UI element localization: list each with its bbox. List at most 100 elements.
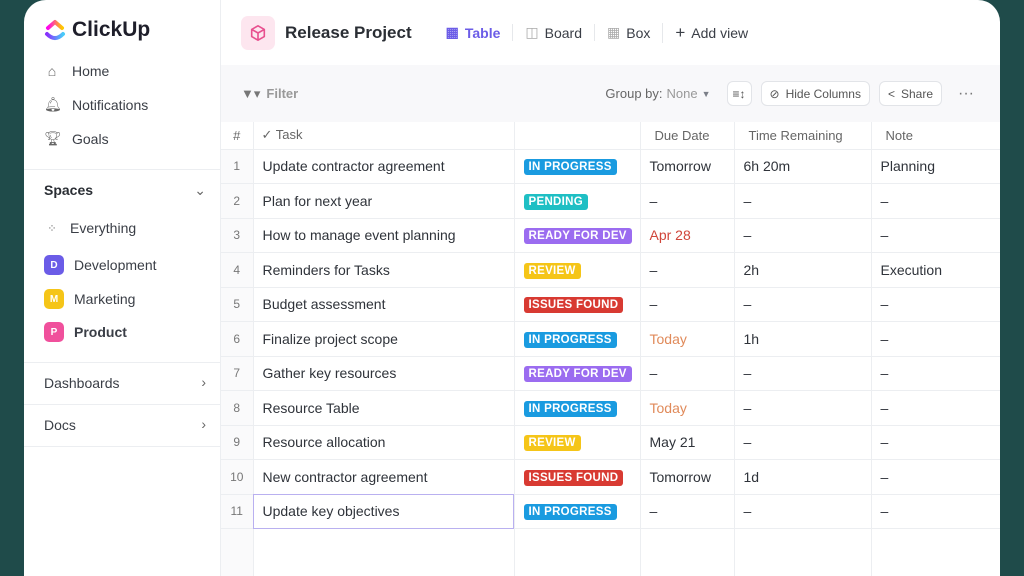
note-cell[interactable]: – <box>871 356 1000 391</box>
time-remaining-cell[interactable]: – <box>734 425 872 460</box>
due-date-cell[interactable]: – <box>640 252 735 288</box>
note-cell[interactable]: – <box>871 494 1000 529</box>
status-cell[interactable]: READY FOR DEV <box>514 218 641 253</box>
table-row[interactable]: 8 Resource Table IN PROGRESS Today – – <box>221 390 1000 426</box>
status-badge[interactable]: IN PROGRESS <box>523 400 617 417</box>
note-cell[interactable]: – <box>871 287 1000 322</box>
sort-button[interactable]: ≡↕ <box>726 81 752 106</box>
filter-button[interactable]: ▼▾ Filter <box>241 86 298 102</box>
status-badge[interactable]: PENDING <box>523 193 588 210</box>
due-date-cell[interactable]: Tomorrow <box>640 149 735 184</box>
time-remaining-cell[interactable]: – <box>734 390 872 426</box>
status-cell[interactable]: ISSUES FOUND <box>514 459 641 495</box>
due-date-cell[interactable]: Tomorrow <box>640 459 735 495</box>
status-cell[interactable]: IN PROGRESS <box>514 321 641 357</box>
status-cell[interactable]: REVIEW <box>514 252 641 288</box>
chevron-right-icon[interactable]: › <box>201 374 206 390</box>
task-name-cell[interactable]: Reminders for Tasks <box>253 252 515 288</box>
due-date-cell[interactable]: – <box>640 183 735 219</box>
nav-home[interactable]: ⌂ Home <box>44 63 110 79</box>
status-badge[interactable]: READY FOR DEV <box>523 228 632 245</box>
space-development[interactable]: D Development <box>44 255 157 275</box>
table-row[interactable]: 10 New contractor agreement ISSUES FOUND… <box>221 459 1000 495</box>
status-cell[interactable]: IN PROGRESS <box>514 390 641 426</box>
time-remaining-cell[interactable]: – <box>734 356 872 391</box>
note-cell[interactable]: – <box>871 321 1000 357</box>
status-badge[interactable]: ISSUES FOUND <box>523 469 624 486</box>
chevron-down-icon[interactable]: ⌄ <box>194 182 206 198</box>
status-cell[interactable]: IN PROGRESS <box>514 149 641 184</box>
hide-columns-button[interactable]: ⊘ Hide Columns <box>760 81 870 106</box>
table-row[interactable]: 3 How to manage event planning READY FOR… <box>221 218 1000 253</box>
space-marketing[interactable]: M Marketing <box>44 289 135 309</box>
table-row[interactable]: 5 Budget assessment ISSUES FOUND – – – <box>221 287 1000 322</box>
nav-dashboards[interactable]: Dashboards <box>44 375 120 391</box>
task-name-cell[interactable]: Budget assessment <box>253 287 515 322</box>
spaces-header[interactable]: Spaces <box>44 182 94 198</box>
add-view-button[interactable]: + Add view <box>662 22 760 43</box>
table-row[interactable]: 11 Update key objectives IN PROGRESS – –… <box>221 494 1000 529</box>
status-badge[interactable]: ISSUES FOUND <box>523 297 624 314</box>
time-remaining-cell[interactable]: – <box>734 218 872 253</box>
due-date-cell[interactable]: Today <box>640 390 735 426</box>
share-button[interactable]: < Share <box>878 81 943 106</box>
table-row[interactable]: 9 Resource allocation REVIEW May 21 – – <box>221 425 1000 460</box>
due-date-cell[interactable]: May 21 <box>640 425 735 460</box>
status-badge[interactable]: REVIEW <box>523 262 581 279</box>
note-cell[interactable]: – <box>871 183 1000 219</box>
task-name-cell[interactable]: New contractor agreement <box>253 459 515 495</box>
time-remaining-cell[interactable]: 1d <box>734 459 872 495</box>
task-name-cell[interactable]: Update key objectives <box>253 494 515 529</box>
task-name-cell[interactable]: Update contractor agreement <box>253 149 515 184</box>
time-remaining-cell[interactable]: – <box>734 183 872 219</box>
status-cell[interactable]: IN PROGRESS <box>514 494 641 529</box>
table-row[interactable]: 2 Plan for next year PENDING – – – <box>221 183 1000 219</box>
due-date-cell[interactable]: Apr 28 <box>640 218 735 253</box>
column-header-status[interactable] <box>514 122 641 150</box>
task-name-cell[interactable]: Finalize project scope <box>253 321 515 357</box>
tab-board[interactable]: ◫ Board <box>513 24 595 41</box>
nav-docs[interactable]: Docs <box>44 417 76 433</box>
status-badge[interactable]: IN PROGRESS <box>523 159 617 176</box>
space-everything[interactable]: ⁘ Everything <box>44 220 136 236</box>
status-cell[interactable]: READY FOR DEV <box>514 356 641 391</box>
table-row[interactable]: 7 Gather key resources READY FOR DEV – –… <box>221 356 1000 391</box>
note-cell[interactable]: – <box>871 425 1000 460</box>
time-remaining-cell[interactable]: 2h <box>734 252 872 288</box>
column-header-time-remaining[interactable]: Time Remaining <box>734 122 872 150</box>
tab-box[interactable]: ▦ Box <box>595 24 662 41</box>
column-header-due-date[interactable]: Due Date <box>640 122 735 150</box>
column-header-note[interactable]: Note <box>871 122 1000 150</box>
status-cell[interactable]: ISSUES FOUND <box>514 287 641 322</box>
due-date-cell[interactable]: – <box>640 356 735 391</box>
status-badge[interactable]: REVIEW <box>523 435 581 452</box>
note-cell[interactable]: – <box>871 459 1000 495</box>
status-badge[interactable]: IN PROGRESS <box>523 331 617 348</box>
table-row[interactable]: 4 Reminders for Tasks REVIEW – 2h Execut… <box>221 252 1000 288</box>
status-cell[interactable]: REVIEW <box>514 425 641 460</box>
time-remaining-cell[interactable]: – <box>734 287 872 322</box>
time-remaining-cell[interactable]: – <box>734 494 872 529</box>
task-name-cell[interactable]: How to manage event planning <box>253 218 515 253</box>
clickup-logo[interactable]: ClickUp <box>44 18 150 42</box>
due-date-cell[interactable]: Today <box>640 321 735 357</box>
table-row[interactable]: 1 Update contractor agreement IN PROGRES… <box>221 149 1000 184</box>
time-remaining-cell[interactable]: 6h 20m <box>734 149 872 184</box>
note-cell[interactable]: – <box>871 390 1000 426</box>
note-cell[interactable]: Planning <box>871 149 1000 184</box>
table-row[interactable]: 6 Finalize project scope IN PROGRESS Tod… <box>221 321 1000 357</box>
task-name-cell[interactable]: Resource Table <box>253 390 515 426</box>
note-cell[interactable]: Execution <box>871 252 1000 288</box>
chevron-right-icon[interactable]: › <box>201 416 206 432</box>
status-badge[interactable]: READY FOR DEV <box>523 366 632 383</box>
nav-goals[interactable]: 🏆︎ Goals <box>44 130 109 147</box>
time-remaining-cell[interactable]: 1h <box>734 321 872 357</box>
due-date-cell[interactable]: – <box>640 494 735 529</box>
due-date-cell[interactable]: – <box>640 287 735 322</box>
status-badge[interactable]: IN PROGRESS <box>523 504 617 521</box>
status-cell[interactable]: PENDING <box>514 183 641 219</box>
more-options-icon[interactable]: ··· <box>958 84 974 102</box>
task-name-cell[interactable]: Plan for next year <box>253 183 515 219</box>
note-cell[interactable]: – <box>871 218 1000 253</box>
task-name-cell[interactable]: Resource allocation <box>253 425 515 460</box>
